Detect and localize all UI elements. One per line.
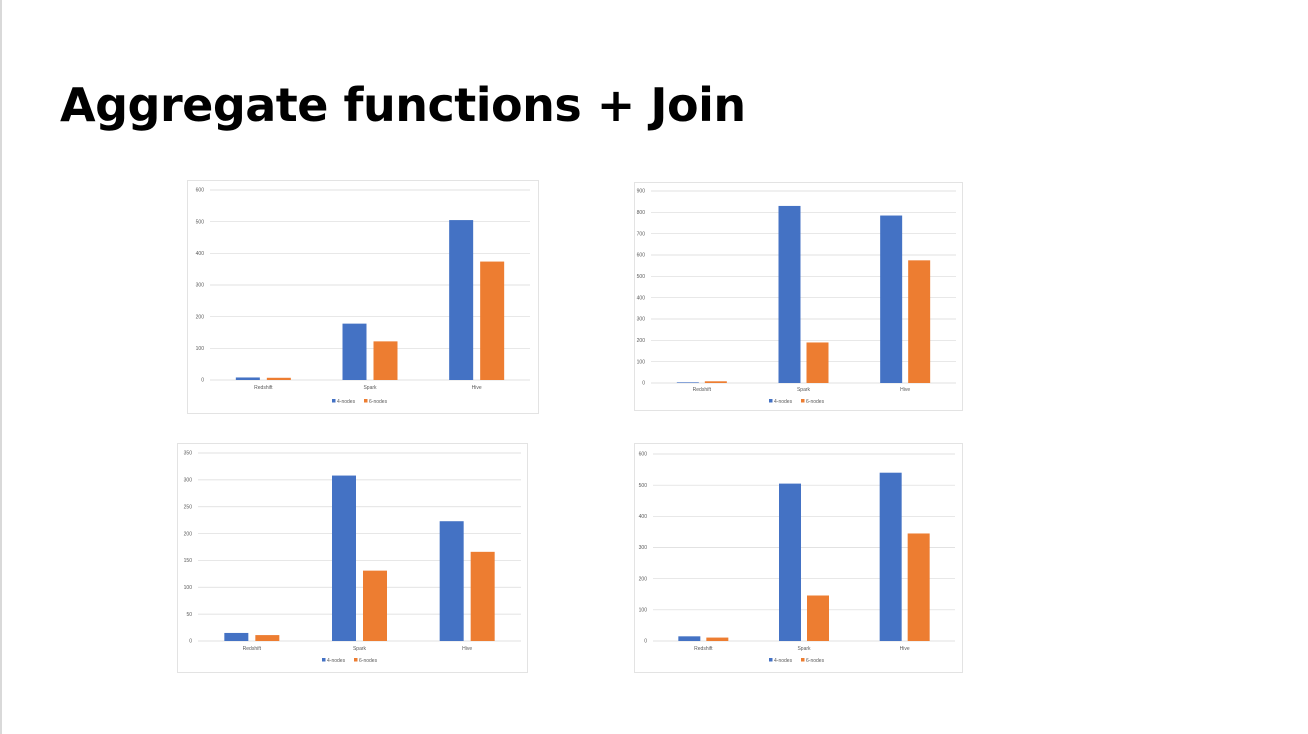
legend-swatch bbox=[364, 399, 368, 403]
chart-panel-top-right: 0 100 200 300 400 500 600 700 800 900 Redshift Spar… bbox=[634, 182, 963, 411]
category-label: Redshift bbox=[693, 387, 712, 393]
y-tick-label: 700 bbox=[637, 231, 646, 237]
legend-label: 4-nodes bbox=[774, 658, 793, 664]
bar-redshift-6-nodes bbox=[706, 637, 729, 641]
category-label: Spark bbox=[797, 387, 811, 393]
bar-spark-4-nodes bbox=[332, 475, 356, 641]
legend-swatch bbox=[322, 658, 326, 662]
legend-label: 4-nodes bbox=[327, 658, 346, 664]
category-label: Hive bbox=[900, 387, 910, 393]
y-tick-label: 900 bbox=[637, 189, 646, 195]
bar-chart-top-left: 0 100 200 300 400 500 600 Redshift Spark Hive 4-no… bbox=[196, 188, 530, 405]
category-label: Hive bbox=[472, 385, 482, 391]
y-tick-label: 200 bbox=[639, 576, 648, 582]
y-tick-label: 400 bbox=[196, 251, 205, 257]
bar-redshift-4-nodes bbox=[676, 382, 699, 383]
category-label: Redshift bbox=[254, 385, 273, 391]
bar-hive-4-nodes bbox=[879, 472, 902, 641]
category-label: Redshift bbox=[694, 646, 713, 652]
legend-label: 6-nodes bbox=[806, 658, 825, 664]
legend-swatch bbox=[801, 658, 805, 662]
bar-redshift-4-nodes bbox=[678, 636, 701, 641]
bar-spark-6-nodes bbox=[806, 342, 829, 383]
y-tick-label: 400 bbox=[639, 514, 648, 520]
bar-redshift-6-nodes bbox=[255, 635, 280, 641]
slide-left-border bbox=[0, 0, 2, 734]
y-tick-label: 0 bbox=[642, 381, 645, 387]
y-tick-label: 350 bbox=[184, 451, 193, 457]
bar-redshift-6-nodes bbox=[266, 377, 291, 380]
y-tick-label: 800 bbox=[637, 210, 646, 216]
bar-spark-4-nodes bbox=[778, 205, 801, 383]
y-tick-label: 0 bbox=[201, 378, 204, 384]
legend-swatch bbox=[769, 658, 773, 662]
category-label: Spark bbox=[797, 646, 811, 652]
legend-swatch bbox=[801, 399, 805, 403]
bar-spark-4-nodes bbox=[779, 483, 801, 641]
y-tick-label: 500 bbox=[639, 483, 648, 489]
legend-label: 4-nodes bbox=[337, 399, 356, 405]
y-tick-label: 500 bbox=[637, 274, 646, 280]
y-tick-label: 300 bbox=[637, 317, 646, 323]
y-tick-label: 0 bbox=[644, 639, 647, 645]
y-tick-label: 250 bbox=[184, 504, 193, 510]
y-tick-label: 400 bbox=[637, 295, 646, 301]
slide-title: Aggregate functions + Join bbox=[60, 78, 746, 132]
chart-panel-bottom-left: 0 50 100 150 200 250 300 350 Redshift Spark Hive 4-… bbox=[177, 443, 528, 673]
bar-hive-4-nodes bbox=[449, 220, 474, 380]
category-label: Redshift bbox=[243, 646, 262, 652]
bar-redshift-4-nodes bbox=[235, 377, 260, 380]
y-tick-label: 150 bbox=[184, 558, 193, 564]
legend-label: 4-nodes bbox=[774, 399, 793, 405]
bar-spark-6-nodes bbox=[807, 595, 829, 641]
bar-spark-6-nodes bbox=[373, 341, 398, 380]
bar-chart-bottom-left: 0 50 100 150 200 250 300 350 Redshift Spark Hive 4-… bbox=[184, 451, 521, 664]
legend-swatch bbox=[354, 658, 358, 662]
bar-hive-6-nodes bbox=[907, 533, 930, 641]
y-tick-label: 0 bbox=[189, 639, 192, 645]
chart-panel-bottom-right: 0 100 200 300 400 500 600 Redshift Spark Hive 4-no… bbox=[634, 443, 963, 673]
category-label: Hive bbox=[462, 646, 472, 652]
category-label: Spark bbox=[353, 646, 367, 652]
y-tick-label: 200 bbox=[637, 338, 646, 344]
bar-redshift-6-nodes bbox=[704, 381, 727, 383]
chart-panel-top-left: 0 100 200 300 400 500 600 Redshift Spark Hive 4-no… bbox=[187, 180, 539, 414]
y-tick-label: 100 bbox=[637, 359, 646, 365]
legend-label: 6-nodes bbox=[369, 399, 388, 405]
y-tick-label: 50 bbox=[186, 612, 192, 618]
y-tick-label: 200 bbox=[196, 314, 205, 320]
y-tick-label: 300 bbox=[639, 545, 648, 551]
y-tick-label: 300 bbox=[184, 478, 193, 484]
y-tick-label: 200 bbox=[184, 531, 193, 537]
y-tick-label: 100 bbox=[184, 585, 193, 591]
bar-hive-6-nodes bbox=[908, 260, 931, 383]
bar-spark-6-nodes bbox=[363, 570, 387, 641]
y-tick-label: 100 bbox=[639, 608, 648, 614]
bar-chart-top-right: 0 100 200 300 400 500 600 700 800 900 Redshift Spar… bbox=[637, 189, 956, 405]
legend-swatch bbox=[332, 399, 336, 403]
category-label: Hive bbox=[900, 646, 910, 652]
bar-hive-4-nodes bbox=[439, 521, 464, 641]
bar-hive-6-nodes bbox=[470, 551, 495, 641]
y-tick-label: 100 bbox=[196, 346, 205, 352]
legend-label: 6-nodes bbox=[806, 399, 825, 405]
y-tick-label: 500 bbox=[196, 219, 205, 225]
bar-hive-4-nodes bbox=[880, 215, 903, 383]
y-tick-label: 600 bbox=[637, 253, 646, 259]
y-tick-label: 600 bbox=[196, 188, 205, 194]
bar-chart-bottom-right: 0 100 200 300 400 500 600 Redshift Spark Hive 4-no… bbox=[639, 452, 955, 664]
y-tick-label: 600 bbox=[639, 452, 648, 458]
legend-label: 6-nodes bbox=[359, 658, 378, 664]
bar-hive-6-nodes bbox=[480, 261, 505, 380]
y-tick-label: 300 bbox=[196, 283, 205, 289]
bar-spark-4-nodes bbox=[342, 323, 367, 380]
bar-redshift-4-nodes bbox=[224, 632, 249, 641]
legend-swatch bbox=[769, 399, 773, 403]
category-label: Spark bbox=[363, 385, 377, 391]
